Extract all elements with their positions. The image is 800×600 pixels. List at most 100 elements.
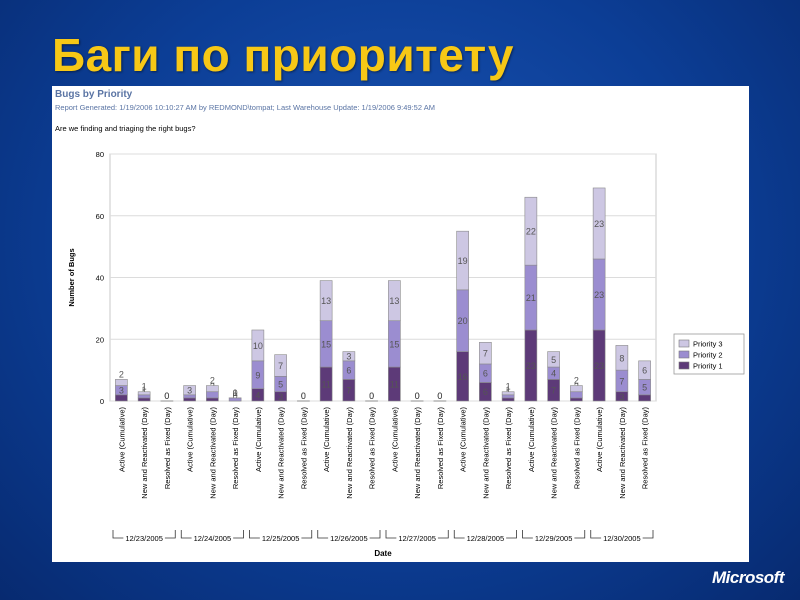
bar-segment (115, 394, 128, 402)
data-label: 23 (594, 290, 604, 300)
bar-segment (570, 391, 583, 399)
data-label: 0 (369, 391, 374, 401)
data-label: 15 (389, 339, 399, 349)
group-label-bg (396, 533, 438, 544)
data-label: 10 (253, 341, 263, 351)
legend-label: Priority 2 (693, 351, 723, 360)
data-label: 0 (164, 391, 169, 401)
bar-segment (137, 397, 151, 402)
group-label-bg (328, 533, 370, 544)
data-label: 0 (437, 391, 442, 401)
bar-segment (274, 354, 287, 377)
group-label: 12/25/2005 (262, 534, 300, 543)
x-tick-label: Resolved as Fixed (Day) (299, 407, 308, 490)
group-label: 12/28/2005 (467, 534, 505, 543)
data-label: 0 (301, 391, 306, 401)
group-label: 12/26/2005 (330, 534, 368, 543)
bar-segment (137, 391, 151, 396)
data-label: 4 (551, 369, 556, 379)
data-label: 6 (642, 366, 647, 376)
data-label: 6 (346, 366, 351, 376)
data-label: 15 (321, 339, 331, 349)
data-label: 6 (483, 369, 488, 379)
x-tick-label: Active (Cumulative) (595, 407, 604, 473)
data-label: 3 (346, 352, 351, 362)
bar-segment (251, 329, 265, 362)
x-axis-label: Date (374, 549, 392, 558)
data-label: 2 (574, 376, 579, 386)
data-label: 0 (415, 391, 420, 401)
bar-segment (115, 379, 128, 386)
data-label: 23 (594, 361, 604, 371)
data-label: 5 (551, 355, 556, 365)
bar-segment (183, 385, 196, 396)
x-tick-label: New and Reactivated (Day) (413, 407, 422, 499)
x-tick-label: New and Reactivated (Day) (345, 407, 354, 499)
data-label: 1 (142, 385, 147, 395)
data-label: 8 (619, 353, 624, 363)
bar-segment (183, 397, 196, 402)
bar-segment (388, 280, 401, 322)
x-tick-label: Active (Cumulative) (186, 407, 195, 473)
data-label: 11 (390, 380, 399, 390)
data-label: 22 (526, 227, 536, 237)
data-label: 0 (415, 391, 420, 401)
report-panel: Bugs by Priority Report Generated: 1/19/… (52, 86, 749, 562)
data-label: 19 (458, 256, 468, 266)
x-tick-label: New and Reactivated (Day) (481, 407, 490, 499)
x-tick-label: New and Reactivated (Day) (140, 407, 149, 499)
data-label: 0 (437, 391, 442, 401)
x-tick-label: Resolved as Fixed (Day) (641, 407, 650, 490)
bar-segment (501, 391, 515, 396)
bar-segment (638, 394, 651, 402)
bar-segment (592, 187, 606, 260)
report-meta: Report Generated: 1/19/2006 10:10:27 AM … (55, 103, 435, 112)
data-label: 0 (369, 391, 374, 401)
group-label-bg (191, 533, 234, 544)
y-tick-label: 40 (96, 274, 104, 283)
x-tick-label: Active (Cumulative) (459, 407, 468, 473)
bar-segment (638, 360, 651, 380)
report-question: Are we finding and triaging the right bu… (55, 124, 196, 133)
bar-segment (547, 351, 560, 368)
legend-label: Priority 1 (693, 362, 723, 371)
data-label: 5 (642, 383, 647, 393)
data-label: 0 (301, 391, 306, 401)
data-label: 2 (210, 376, 215, 386)
x-tick-label: Active (Cumulative) (390, 407, 399, 473)
data-label: 7 (346, 386, 351, 396)
y-tick-label: 80 (96, 150, 104, 159)
group-label-bg (532, 533, 575, 544)
x-tick-label: Resolved as Fixed (Day) (368, 407, 377, 490)
data-label: 6 (483, 387, 488, 397)
bar-segment (228, 397, 242, 402)
legend-label: Priority 3 (693, 340, 723, 349)
bar-segment (206, 397, 219, 402)
data-label: 1 (506, 382, 511, 392)
data-label: 7 (483, 349, 488, 359)
data-label: 21 (526, 293, 536, 303)
data-label: 11 (321, 380, 330, 390)
x-tick-label: New and Reactivated (Day) (550, 407, 559, 499)
data-label: 5 (278, 380, 283, 390)
data-label: 0 (301, 391, 306, 401)
y-axis-label: Number of Bugs (67, 248, 76, 306)
data-label: 1 (142, 382, 147, 392)
x-tick-label: Active (Cumulative) (254, 407, 263, 473)
group-label-bg (601, 533, 643, 544)
group-label: 12/30/2005 (603, 534, 641, 543)
group-label: 12/29/2005 (535, 534, 573, 543)
data-label: 9 (255, 370, 260, 380)
y-tick-label: 0 (100, 397, 104, 406)
data-label: 0 (233, 388, 238, 398)
data-label: 7 (551, 386, 556, 396)
group-label: 12/24/2005 (194, 534, 232, 543)
microsoft-logo: Microsoft (712, 568, 785, 587)
x-tick-label: Resolved as Fixed (Day) (163, 407, 172, 490)
data-label: 2 (119, 369, 124, 379)
bar-segment (456, 230, 469, 291)
data-label: 1 (233, 388, 238, 398)
data-label: 13 (321, 296, 331, 306)
bar-segment (206, 385, 219, 393)
data-label: 0 (164, 391, 169, 401)
